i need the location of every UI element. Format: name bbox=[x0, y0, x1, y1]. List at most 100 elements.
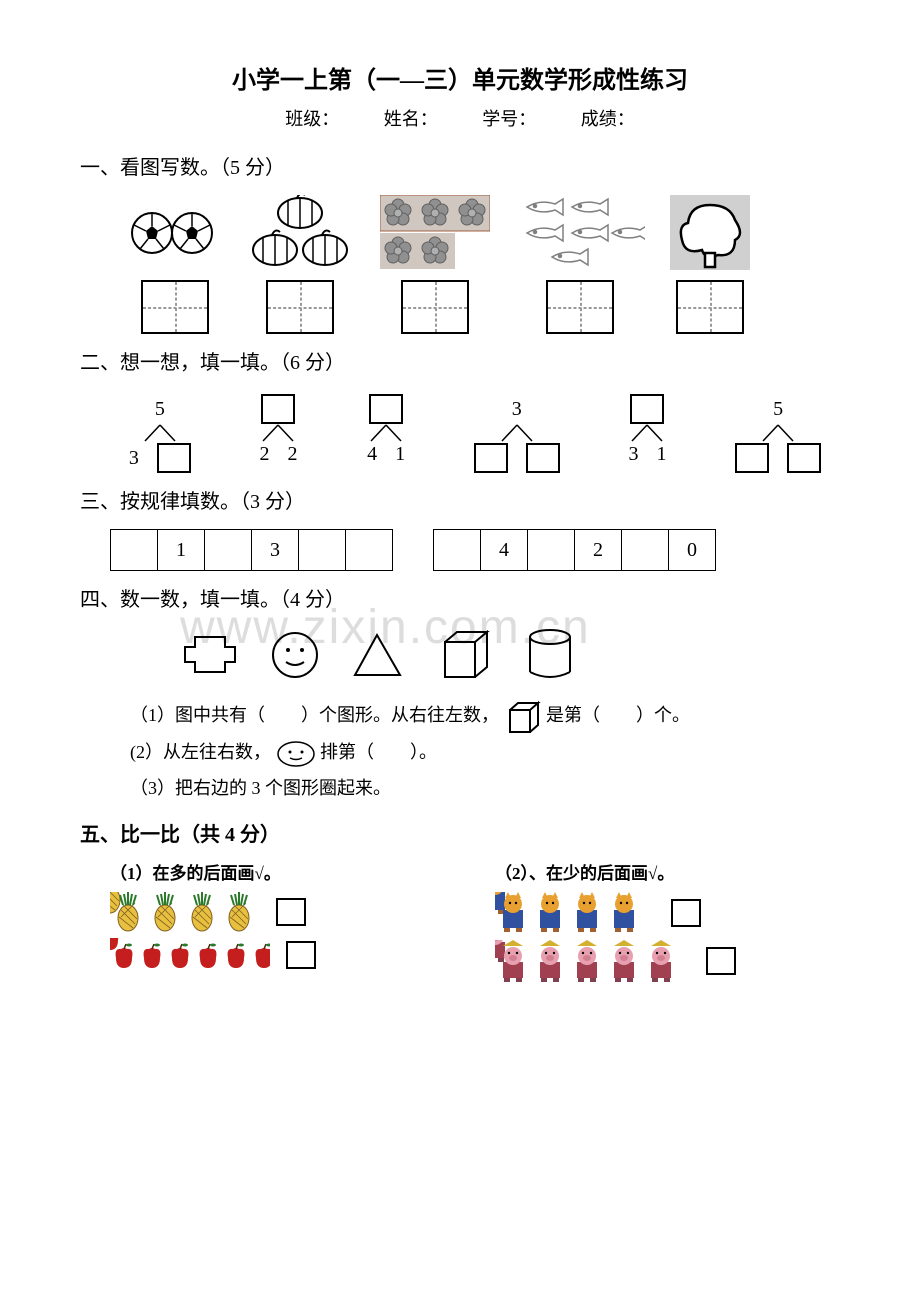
s5-heading-text: 五、比一比（共 4 分） bbox=[80, 824, 280, 846]
pineapple-icon bbox=[110, 892, 260, 932]
q4-lines: （1）图中共有（ ）个图形。从右往左数， 是第（ ）个。 (2）从左往右数， 排… bbox=[130, 697, 840, 806]
q4-l1b: 是第（ ）个。 bbox=[546, 705, 690, 725]
q1-row bbox=[130, 195, 840, 334]
id-label: 学号： bbox=[482, 109, 536, 129]
blank-box[interactable] bbox=[787, 443, 821, 473]
q5-pig-row bbox=[495, 940, 840, 982]
cat-icon bbox=[495, 892, 655, 934]
cross-shape-icon bbox=[180, 632, 240, 677]
q5-col-1: （1）在多的后面画√。 bbox=[110, 859, 455, 988]
answer-box[interactable] bbox=[141, 280, 209, 334]
split-icon bbox=[140, 423, 180, 443]
q5-sub2: （2）、在少的后面画√。 bbox=[495, 859, 840, 884]
seq-cell: 4 bbox=[481, 530, 528, 571]
check-box[interactable] bbox=[276, 898, 306, 926]
q1-item-pumpkins bbox=[245, 195, 355, 334]
q4-shapes bbox=[180, 627, 840, 682]
number-bond: 53 bbox=[129, 395, 191, 473]
blank-box[interactable] bbox=[630, 394, 664, 424]
name-label: 姓名： bbox=[384, 109, 438, 129]
q5-row: （1）在多的后面画√。 （2）、在少的后面画√。 bbox=[110, 859, 840, 988]
tree-icon bbox=[670, 195, 750, 270]
bond-top: 5 bbox=[155, 395, 165, 423]
q5-sub1: （1）在多的后面画√。 bbox=[110, 859, 455, 884]
q5-col-2: （2）、在少的后面画√。 bbox=[495, 859, 840, 988]
section-2-heading: 二、想一想，填一填。（6 分） bbox=[80, 346, 840, 375]
section-5-heading: 五、比一比（共 4 分） bbox=[80, 818, 840, 847]
score-label: 成绩： bbox=[581, 109, 635, 129]
bond-bottom: 31 bbox=[628, 443, 666, 466]
seq-table-1: 13 bbox=[110, 529, 393, 571]
bond-top bbox=[630, 395, 664, 423]
q1-item-flowers bbox=[380, 195, 490, 334]
number-bond: 31 bbox=[627, 395, 667, 473]
info-line: 班级： 姓名： 学号： 成绩： bbox=[80, 105, 840, 131]
q4-l2a: (2）从左往右数， bbox=[130, 742, 271, 762]
split-icon bbox=[627, 423, 667, 443]
bond-top: 3 bbox=[512, 395, 522, 423]
class-label: 班级： bbox=[285, 109, 339, 129]
seq-cell: 0 bbox=[669, 530, 716, 571]
blank-box[interactable] bbox=[474, 443, 508, 473]
number-bond: 5 bbox=[735, 395, 821, 473]
blank-box[interactable] bbox=[526, 443, 560, 473]
seq-cell[interactable] bbox=[299, 530, 346, 571]
bond-bottom bbox=[735, 443, 821, 473]
seq-cell[interactable] bbox=[346, 530, 393, 571]
seq-cell: 2 bbox=[575, 530, 622, 571]
split-icon bbox=[258, 423, 298, 443]
q5-cat-row bbox=[495, 892, 840, 934]
q2-row: 5322413315 bbox=[110, 395, 840, 473]
answer-box[interactable] bbox=[266, 280, 334, 334]
cube-icon bbox=[435, 627, 495, 682]
bond-bottom: 41 bbox=[367, 443, 405, 466]
bond-bottom bbox=[474, 443, 560, 473]
bond-bottom: 3 bbox=[129, 443, 191, 473]
bond-top bbox=[261, 395, 295, 423]
smiley-icon bbox=[270, 630, 320, 680]
check-box[interactable] bbox=[286, 941, 316, 969]
bond-top bbox=[369, 395, 403, 423]
blank-box[interactable] bbox=[735, 443, 769, 473]
fish-icon bbox=[515, 195, 645, 270]
cylinder-icon bbox=[525, 627, 575, 682]
seq-cell: 3 bbox=[252, 530, 299, 571]
triangle-icon bbox=[350, 630, 405, 680]
section-3-heading: 三、按规律填数。（3 分） bbox=[80, 485, 840, 514]
seq-cell[interactable] bbox=[434, 530, 481, 571]
seq-cell[interactable] bbox=[622, 530, 669, 571]
answer-box[interactable] bbox=[546, 280, 614, 334]
q1-item-balls bbox=[130, 195, 220, 334]
number-bond: 22 bbox=[258, 395, 298, 473]
section-4-heading: 四、数一数，填一填。（4 分） bbox=[80, 583, 840, 612]
smiley-inline-icon bbox=[276, 740, 316, 768]
pig-icon bbox=[495, 940, 690, 982]
bond-bottom: 22 bbox=[259, 443, 297, 466]
blank-box[interactable] bbox=[157, 443, 191, 473]
cube-inline-icon bbox=[504, 700, 542, 734]
q4-line1: （1）图中共有（ ）个图形。从右往左数， 是第（ ）个。 bbox=[130, 697, 840, 734]
split-icon bbox=[497, 423, 537, 443]
soccer-icon bbox=[130, 208, 220, 258]
check-box[interactable] bbox=[671, 899, 701, 927]
number-bond: 41 bbox=[366, 395, 406, 473]
answer-box[interactable] bbox=[401, 280, 469, 334]
q4-l1a: （1）图中共有（ ）个图形。从右往左数， bbox=[130, 705, 499, 725]
section-1-heading: 一、看图写数。（5 分） bbox=[80, 151, 840, 180]
seq-cell[interactable] bbox=[111, 530, 158, 571]
flower-icon bbox=[380, 195, 490, 270]
apple-icon bbox=[110, 938, 270, 972]
q1-item-fish bbox=[515, 195, 645, 334]
seq-table-2: 4 2 0 bbox=[433, 529, 716, 571]
number-bond: 3 bbox=[474, 395, 560, 473]
check-box[interactable] bbox=[706, 947, 736, 975]
q4-line2: (2）从左往右数， 排第（ ）。 bbox=[130, 734, 840, 770]
answer-box[interactable] bbox=[676, 280, 744, 334]
seq-cell[interactable] bbox=[528, 530, 575, 571]
seq-cell[interactable] bbox=[205, 530, 252, 571]
bond-top: 5 bbox=[773, 395, 783, 423]
blank-box[interactable] bbox=[369, 394, 403, 424]
blank-box[interactable] bbox=[261, 394, 295, 424]
q4-line3: （3）把右边的 3 个图形圈起来。 bbox=[130, 770, 840, 806]
q1-item-tree bbox=[670, 195, 750, 334]
